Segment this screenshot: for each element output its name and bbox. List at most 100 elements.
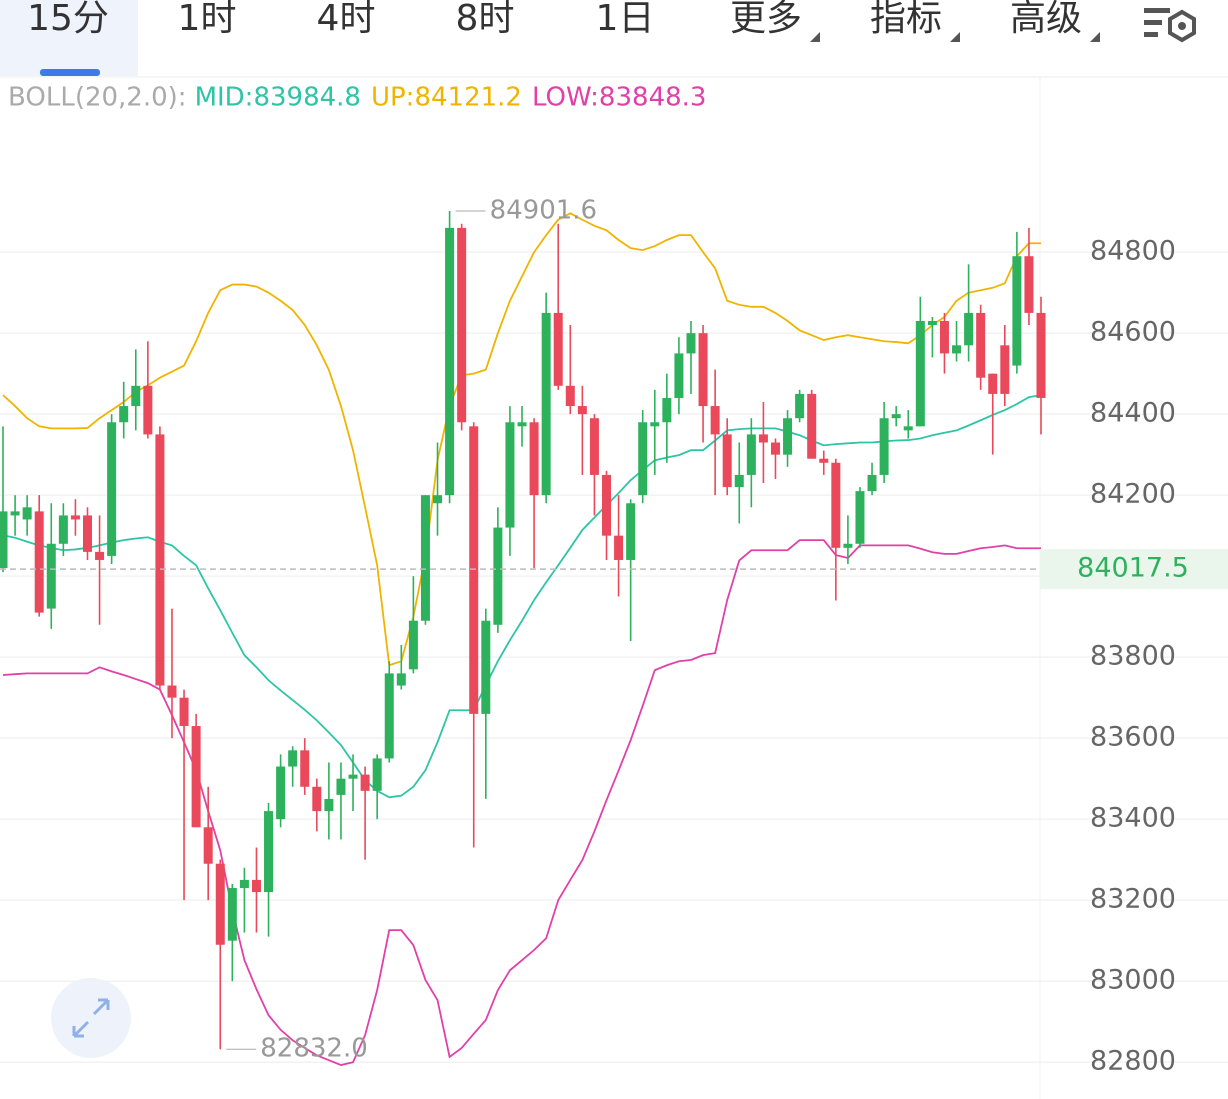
candle-body: [541, 312, 551, 496]
candle-body: [614, 535, 624, 560]
candle-body: [46, 543, 56, 609]
candle-body: [662, 397, 672, 423]
candle-body: [288, 750, 298, 767]
candle-body: [807, 393, 817, 459]
candle-body: [879, 418, 889, 475]
candle-body: [0, 511, 8, 569]
candle-body: [1024, 256, 1034, 313]
candle-body: [903, 426, 913, 431]
indicator-value: UP:84121.2: [371, 83, 522, 113]
candle-body: [952, 345, 962, 354]
candle-body: [251, 879, 261, 893]
indicator-value: MID:83984.8: [195, 83, 361, 113]
candle-body: [710, 406, 720, 435]
candle-body: [82, 515, 92, 552]
candle-body: [264, 811, 274, 893]
candle-body: [927, 321, 937, 326]
candle-body: [360, 774, 370, 791]
indicator-label: BOLL(20,2.0):: [8, 83, 187, 113]
bands: [2, 212, 1042, 1066]
candle-body: [638, 422, 648, 496]
candle-body: [758, 434, 768, 443]
candle-body: [674, 353, 684, 398]
band-line: [2, 212, 1042, 667]
candle-body: [420, 495, 430, 621]
expand-button[interactable]: [51, 978, 131, 1058]
dropdown-caret: [810, 32, 820, 42]
timeframe-tab[interactable]: 更多: [730, 0, 802, 39]
candle-body: [734, 474, 744, 488]
candle-body: [10, 511, 20, 516]
candle-body: [239, 879, 249, 889]
candle-body: [203, 827, 213, 864]
candle-body: [384, 673, 394, 759]
candle-body: [348, 774, 358, 779]
candle-body: [976, 312, 986, 378]
candle-body: [964, 312, 974, 346]
candle-body: [167, 685, 177, 698]
candle-body: [1012, 256, 1022, 366]
candle-body: [34, 511, 44, 613]
candle-body: [553, 312, 563, 386]
candle-body: [770, 442, 780, 455]
active-tab-bg: [0, 0, 138, 76]
candle-body: [915, 321, 925, 427]
y-tick-label: 84200: [1090, 479, 1176, 510]
y-tick-label: 83800: [1090, 641, 1176, 672]
last-price-bg: [1040, 549, 1228, 590]
band-line: [2, 394, 1042, 799]
timeframe-tab[interactable]: 4时: [317, 0, 376, 39]
candle-body: [686, 333, 696, 354]
candle-body: [107, 422, 117, 556]
candle-body: [517, 422, 527, 427]
timeframe-tab[interactable]: 指标: [870, 0, 942, 39]
y-tick-label: 84600: [1090, 317, 1176, 348]
candle-body: [505, 422, 515, 528]
y-tick-label: 84400: [1090, 398, 1176, 429]
candle-body: [22, 507, 32, 520]
timeframe-tab[interactable]: 高级: [1010, 0, 1082, 39]
candle-body: [855, 491, 865, 544]
candle-body: [469, 426, 479, 714]
timeframe-tab[interactable]: 1时: [178, 0, 237, 39]
candle-body: [312, 786, 322, 812]
candle-body: [408, 620, 418, 670]
candle-body: [1036, 312, 1046, 398]
candle-body: [131, 385, 141, 407]
candle-body: [577, 406, 587, 415]
timeframe-tab[interactable]: 8时: [456, 0, 515, 39]
timeframe-tab[interactable]: 15分: [27, 0, 109, 39]
y-tick-label: 83200: [1090, 884, 1176, 915]
candle-body: [783, 418, 793, 455]
y-tick-label: 83600: [1090, 722, 1176, 753]
candle-body: [722, 434, 732, 488]
candle-body: [493, 527, 503, 625]
dropdown-caret: [950, 32, 960, 42]
candle-body: [155, 434, 165, 686]
candle-body: [324, 798, 334, 812]
candle-body: [481, 620, 491, 714]
timeframe-tab[interactable]: 1日: [596, 0, 655, 39]
candle-body: [227, 888, 237, 941]
candle-body: [650, 422, 660, 427]
candle-body: [433, 495, 443, 504]
candle-body: [1000, 345, 1010, 394]
candle-body: [58, 515, 68, 544]
candle-body: [336, 778, 346, 795]
candle-body: [746, 434, 756, 475]
indicator-value: LOW:83848.3: [532, 83, 706, 113]
last-price-label: 84017.5: [1077, 553, 1189, 584]
candle-body: [457, 227, 467, 423]
candle-body: [396, 673, 406, 686]
y-tick-label: 83000: [1090, 965, 1176, 996]
settings-icon[interactable]: [1144, 8, 1196, 43]
dropdown-caret: [1090, 32, 1100, 42]
candle-body: [179, 697, 189, 727]
candle-body: [215, 863, 225, 945]
candle-body: [626, 503, 636, 560]
candle-body: [795, 393, 805, 419]
candle-body: [95, 551, 105, 560]
candle-body: [939, 321, 949, 354]
candle-body: [698, 333, 708, 407]
